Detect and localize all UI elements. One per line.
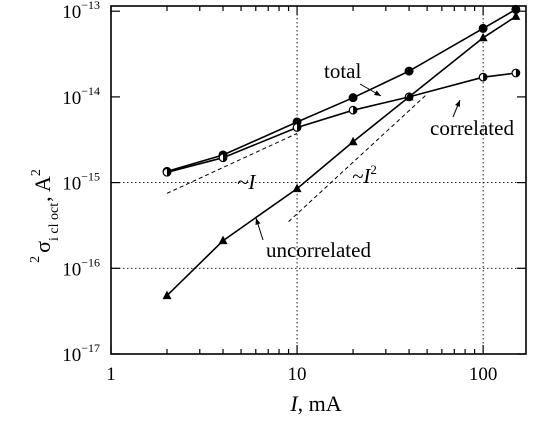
y-tick-label: 10−17 [62,341,100,366]
plot-frame [110,5,527,355]
reference-lines [166,93,428,223]
x-tick-label: 1 [106,364,116,385]
correlated-point-half [353,106,357,114]
y-tick-label-exp: −17 [81,341,100,355]
y-tick-label-exp: −16 [81,255,100,269]
x-axis-label-unit: , mA [298,391,342,416]
ref-label-quadratic-base: ~I [352,164,371,188]
y-tick-label: 10−13 [62,0,100,23]
y-axis-label-sigma: σ [30,241,55,253]
total-point [348,93,358,103]
axis-ticks [110,6,526,355]
x-axis-label: I, mA [289,391,341,416]
annotation-uncorrelated: uncorrelated [266,238,371,262]
x-tick-label: 100 [469,364,498,385]
series-line-total [166,8,517,173]
ref-label-linear: ~I [237,170,256,194]
y-tick-label-base: 10 [62,174,81,195]
y-axis-label-unit-sup: 2 [29,169,44,176]
correlated-annotation-arrow-head [455,100,460,107]
uncorrelated-point [348,136,358,146]
y-tick-label-exp: −13 [81,0,100,12]
reference-line-0 [166,132,298,194]
x-tick-label: 10 [288,364,307,385]
uncorrelated-point [292,183,302,193]
y-tick-label-exp: −15 [81,170,100,184]
annotation-total: total [324,59,361,83]
uncorrelated-point [511,11,521,20]
correlated-point-half [167,168,171,177]
uncorrelated-point [218,235,228,245]
y-axis-label-unit: , A [30,176,55,202]
annotation-arrows [255,83,461,241]
correlated-point-half [515,69,520,77]
reference-line-1 [288,93,428,223]
correlated-point-half [223,153,227,162]
y-tick-label: 10−16 [62,255,100,280]
y-tick-label-base: 10 [62,2,81,23]
y-tick-label: 10−15 [62,170,100,195]
y-tick-label-exp: −14 [81,84,100,98]
total-point [478,23,488,33]
total-point [404,66,414,76]
uncorrelated-point [162,290,172,300]
grid-lines [111,6,526,354]
y-axis-label: σi cl oct2, A2 [28,169,62,263]
y-tick-label-base: 10 [62,88,81,109]
x-axis-label-var: I [289,391,299,416]
y-axis-label-sub: i cl oct [47,203,62,241]
uncorrelated-point [478,32,488,42]
ref-label-quadratic: ~I2 [352,162,377,188]
correlated-point-half [297,123,301,132]
ref-label-quadratic-exp: 2 [370,162,377,177]
y-axis-label-sup: 2 [28,256,43,263]
data-series [162,4,521,300]
total-annotation-arrow-head [374,90,381,96]
uncorrelated-annotation-arrow-head [255,218,261,225]
correlated-point-half [483,73,487,81]
annotation-correlated: correlated [430,116,514,140]
y-tick-label-base: 10 [62,345,81,366]
y-tick-label: 10−14 [62,84,100,109]
uncorrelated-point [404,91,414,101]
y-tick-label-base: 10 [62,259,81,280]
